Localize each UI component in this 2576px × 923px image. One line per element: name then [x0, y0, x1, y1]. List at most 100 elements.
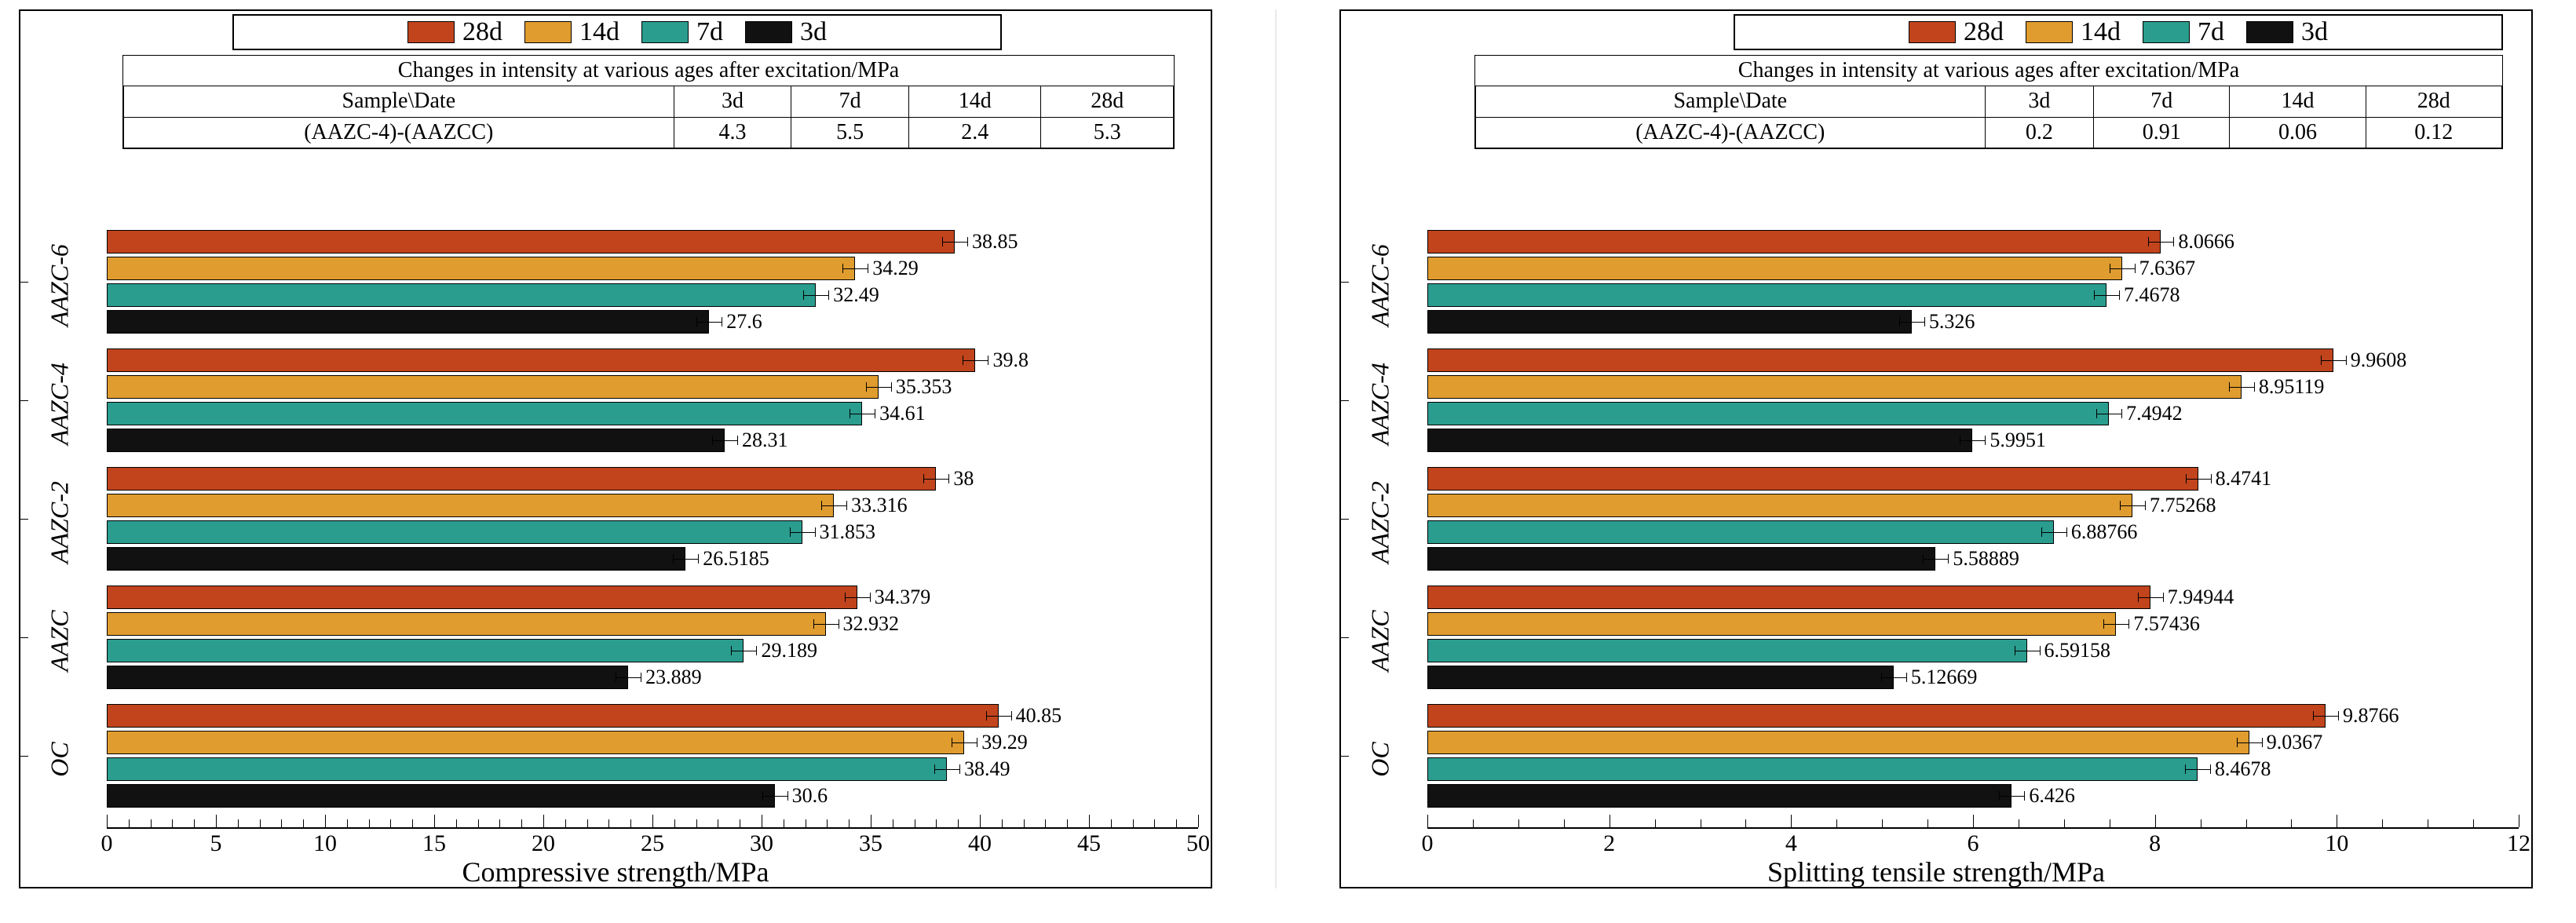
- error-cap: [821, 501, 822, 510]
- bar-AAZC-2-7d: [1427, 520, 2054, 544]
- x-tick-minor: [1024, 819, 1025, 827]
- error-cap: [2229, 382, 2230, 392]
- info-table-header-cell: Sample\Date: [124, 86, 674, 117]
- x-tick-major: [543, 815, 544, 827]
- x-tick-minor: [260, 819, 261, 827]
- info-table-right: Changes in intensity at various ages aft…: [1474, 55, 2503, 149]
- legend-label-14d: 14d: [579, 17, 619, 47]
- error-bar: [866, 387, 891, 388]
- info-table-value-cell: 0.12: [2366, 117, 2501, 148]
- x-tick-minor: [2382, 819, 2383, 827]
- error-bar: [2229, 387, 2254, 388]
- error-cap: [845, 593, 846, 602]
- info-table-row-label: (AAZC-4)-(AAZCC): [1476, 117, 1986, 148]
- y-category-label: OC: [1366, 713, 1395, 807]
- panel-divider: [1275, 9, 1277, 888]
- legend-left: 28d14d7d3d: [232, 14, 1002, 50]
- x-tick-minor: [674, 819, 675, 827]
- error-cap: [2135, 264, 2136, 273]
- info-table-header-cell: 3d: [674, 86, 791, 117]
- x-tick-minor: [456, 819, 457, 827]
- error-cap: [967, 237, 968, 246]
- bar-AAZC-3d: [1427, 666, 1894, 689]
- legend-label-7d: 7d: [2198, 17, 2224, 47]
- x-tick-major: [216, 815, 217, 827]
- bar-AAZC-2-28d: [107, 467, 936, 491]
- info-table-value-cell: 0.06: [2230, 117, 2366, 148]
- legend-swatch-7d: [2143, 21, 2190, 43]
- error-cap: [2041, 527, 2042, 537]
- bar-value-label: 26.5185: [703, 547, 769, 571]
- bar-AAZC-14d: [1427, 612, 2116, 636]
- legend-label-3d: 3d: [2301, 17, 2328, 47]
- bar-value-label: 7.6367: [2139, 257, 2196, 280]
- bar-value-label: 34.379: [875, 586, 931, 609]
- legend-item-28d: 28d: [1909, 17, 2004, 47]
- bar-value-label: 38.85: [972, 230, 1018, 254]
- error-cap: [870, 593, 871, 602]
- bar-value-label: 23.889: [645, 666, 702, 689]
- error-bar: [696, 322, 722, 323]
- bar-value-label: 33.316: [851, 494, 908, 517]
- error-cap: [2119, 290, 2120, 300]
- y-tick: [20, 282, 28, 283]
- error-bar: [2094, 295, 2119, 296]
- info-table-row-label: (AAZC-4)-(AAZCC): [124, 117, 674, 148]
- bar-value-label: 6.426: [2029, 784, 2075, 808]
- error-bar: [923, 479, 948, 480]
- bar-value-label: 8.0666: [2178, 230, 2234, 254]
- error-cap: [731, 646, 732, 655]
- x-tick-minor: [1882, 819, 1883, 827]
- x-tick-minor: [936, 819, 937, 827]
- bar-AAZC-6-14d: [1427, 257, 2122, 280]
- error-cap: [2120, 501, 2121, 510]
- error-bar: [2313, 716, 2338, 717]
- error-cap: [2254, 382, 2255, 392]
- bar-value-label: 39.8: [992, 348, 1029, 372]
- legend-item-3d: 3d: [2246, 17, 2328, 47]
- x-tick-major: [652, 815, 653, 827]
- error-bar: [2185, 769, 2210, 770]
- error-bar: [616, 677, 641, 678]
- error-bar: [2321, 360, 2346, 361]
- x-tick-minor: [521, 819, 522, 827]
- x-tick-label: 30: [750, 830, 773, 857]
- error-bar: [1881, 677, 1906, 678]
- error-bar: [762, 796, 787, 797]
- legend-label-14d: 14d: [2081, 17, 2121, 47]
- y-tick: [20, 756, 28, 757]
- x-tick-minor: [827, 819, 828, 827]
- x-tick-label: 25: [641, 830, 664, 857]
- info-table-value-cell: 5.5: [791, 117, 909, 148]
- error-bar: [963, 360, 988, 361]
- bar-value-label: 7.4678: [2124, 283, 2180, 307]
- error-cap: [923, 474, 924, 483]
- bar-AAZC-2-3d: [1427, 547, 1935, 571]
- y-category-label: AAZC: [46, 594, 75, 688]
- error-cap: [2185, 764, 2186, 774]
- bar-AAZC-4-14d: [107, 375, 879, 399]
- x-tick-minor: [2473, 819, 2474, 827]
- x-tick-label: 0: [1422, 830, 1434, 857]
- error-bar: [2186, 479, 2211, 480]
- error-bar: [1999, 796, 2024, 797]
- error-bar: [986, 716, 1011, 717]
- error-bar: [673, 559, 698, 560]
- bar-value-label: 5.9951: [1990, 429, 2046, 452]
- bar-value-label: 7.4942: [2126, 402, 2183, 425]
- info-table-header-cell: 3d: [1985, 86, 2094, 117]
- y-tick: [1341, 400, 1349, 401]
- bar-value-label: 7.75268: [2150, 494, 2216, 517]
- bar-AAZC-28d: [1427, 586, 2150, 609]
- y-category-label: AAZC-6: [46, 239, 75, 333]
- info-table-header-cell: 7d: [2094, 86, 2230, 117]
- bar-AAZC-7d: [1427, 639, 2027, 662]
- bar-AAZC-6-14d: [107, 257, 855, 280]
- bar-AAZC-4-7d: [1427, 402, 2109, 425]
- y-tick: [1341, 637, 1349, 638]
- bar-value-label: 38: [953, 467, 974, 491]
- error-cap: [2096, 409, 2097, 418]
- x-tick-label: 8: [2149, 830, 2161, 857]
- bar-AAZC-6-7d: [107, 283, 816, 307]
- y-tick: [1341, 756, 1349, 757]
